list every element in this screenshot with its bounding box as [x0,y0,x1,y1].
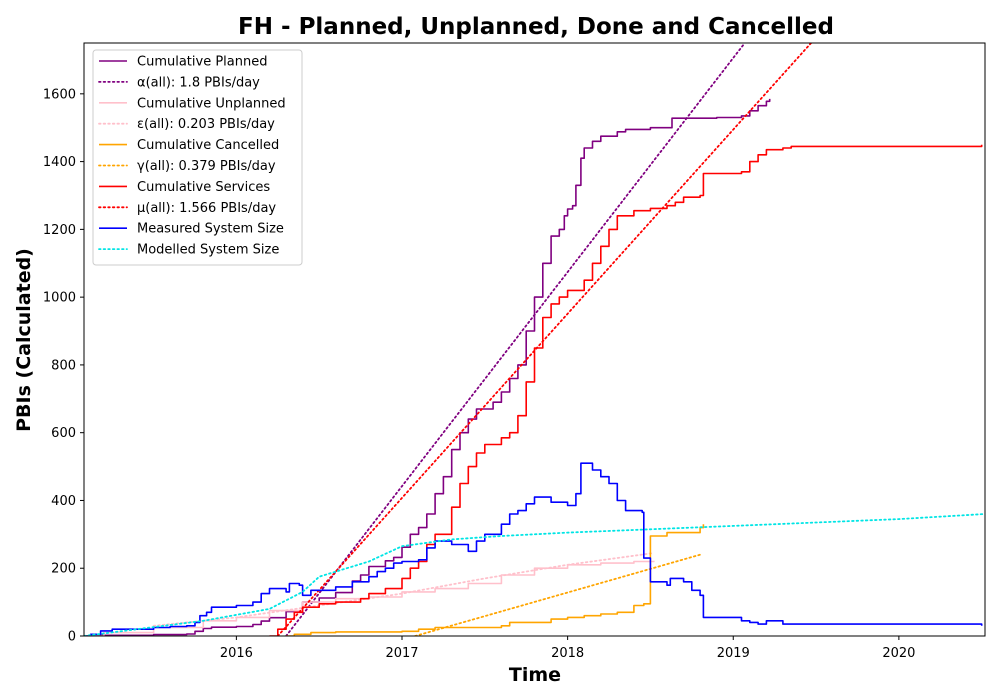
y-tick-label: 1400 [43,155,76,170]
series-line-measured-system-size [84,462,983,636]
series-line-all-1-566-pbis-day [276,43,812,636]
y-tick-label: 1200 [43,223,76,238]
y-tick-label: 400 [51,494,76,509]
series-line-all-0-379-pbis-day [414,553,701,636]
legend-entry: α(all): 1.8 PBIs/day [137,75,260,90]
plot-frame [83,42,986,637]
x-tick-label: 2020 [882,646,915,661]
series-line-cumulative-cancelled [286,524,705,636]
chart-title: FH - Planned, Unplanned, Done and Cancel… [238,14,834,40]
series-line-all-1-8-pbis-day [285,43,746,636]
y-tick-label: 1000 [43,291,76,306]
series-line-all-0-203-pbis-day [152,552,655,627]
series-line-cumulative-services [269,144,983,636]
legend-entry: Cumulative Services [137,180,270,195]
y-tick-label: 600 [51,426,76,441]
series-line-cumulative-unplanned [84,560,655,636]
y-axis-label: PBIs (Calculated) [13,248,35,432]
legend-entry: Modelled System Size [137,243,279,258]
legend-entry: Cumulative Cancelled [137,138,279,153]
x-axis-label: Time [509,664,561,686]
y-tick-label: 200 [51,562,76,577]
y-axis: 0 200 400 600 800 1000 1200 1400 1600 [43,87,84,645]
y-tick-label: 800 [51,358,76,373]
legend-entry: γ(all): 0.379 PBIs/day [137,159,276,174]
legend: Cumulative Planned α(all): 1.8 PBIs/day Cu… [92,49,303,266]
legend-entry: ε(all): 0.203 PBIs/day [137,117,275,132]
x-tick-label: 2019 [717,646,750,661]
x-tick-label: 2017 [385,646,418,661]
series-line-modelled-system-size [84,513,985,636]
legend-box [92,49,303,266]
legend-entry: Measured System Size [137,222,284,237]
x-tick-label: 2016 [220,646,253,661]
y-tick-label: 0 [68,630,76,645]
x-tick-label: 2018 [551,646,584,661]
legend-entry: Cumulative Unplanned [137,96,286,111]
plot-area [84,43,985,636]
legend-entry: μ(all): 1.566 PBIs/day [137,201,276,216]
x-axis: 2016 2017 2018 2019 2020 [220,636,915,661]
legend-entry: Cumulative Planned [137,55,267,70]
y-tick-label: 1600 [43,87,76,102]
